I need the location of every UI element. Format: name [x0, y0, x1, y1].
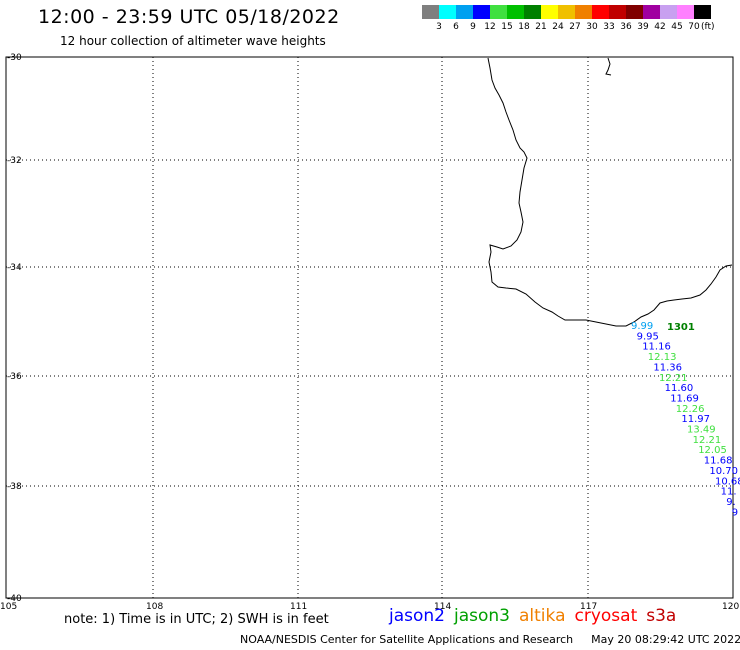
- map-frame: [5, 56, 734, 599]
- color-label: 9: [470, 22, 476, 32]
- color-swatch: [507, 5, 524, 19]
- color-swatch: [456, 5, 473, 19]
- wave-height-map[interactable]: -30 -32 -34 -36 -38 -40 105 108 111 114 …: [0, 0, 740, 610]
- swh-value: 11.36: [653, 362, 682, 373]
- color-swatch: [626, 5, 643, 19]
- color-label: 45: [671, 22, 683, 32]
- lat-label: -36: [7, 372, 22, 382]
- color-swatch: [660, 5, 677, 19]
- satellite-cryosat: cryosat: [574, 606, 638, 626]
- satellite-legend: jason2 jason3 altika cryosat s3a: [389, 606, 685, 626]
- lat-label: -34: [7, 263, 22, 273]
- latitude-labels: -30 -32 -34 -36 -38 -40: [7, 53, 22, 604]
- color-label: 15: [501, 22, 513, 32]
- swh-value: 13.49: [687, 425, 716, 436]
- lon-label: 117: [580, 602, 597, 610]
- island: [605, 57, 612, 76]
- color-swatch: [558, 5, 575, 19]
- lon-label: 105: [0, 602, 17, 610]
- credit-text: NOAA/NESDIS Center for Satellite Applica…: [240, 633, 574, 646]
- lon-label: 108: [146, 602, 163, 610]
- color-label: 12: [484, 22, 496, 32]
- lat-label: -40: [7, 594, 22, 604]
- satellite-jason3: jason3: [454, 606, 510, 626]
- color-label: 39: [637, 22, 649, 32]
- color-swatch: [592, 5, 609, 19]
- color-swatch: [439, 5, 456, 19]
- lon-label: 111: [290, 602, 307, 610]
- color-swatch: [643, 5, 660, 19]
- color-swatch: [694, 5, 711, 19]
- color-label: 36: [620, 22, 632, 32]
- color-label: 24: [552, 22, 564, 32]
- altimeter-track: 9.999.9511.1612.1311.3612.2111.6011.6912…: [631, 321, 740, 518]
- swh-value: 9.99: [631, 321, 653, 332]
- color-label: 6: [453, 22, 459, 32]
- color-swatch: [609, 5, 626, 19]
- swh-value: 10.70: [709, 466, 738, 477]
- chart-title: 12:00 - 23:59 UTC 05/18/2022: [38, 6, 340, 28]
- satellite-altika: altika: [519, 606, 566, 626]
- color-swatch: [490, 5, 507, 19]
- color-unit: (ft): [701, 22, 715, 32]
- color-label: 70: [688, 22, 700, 32]
- swh-value: 10.68: [715, 476, 740, 487]
- color-legend: 3 6 9 12 15 18 21 24 27 30 33 36 39 42 45 70 (ft): [422, 5, 728, 35]
- color-swatch: [422, 5, 439, 19]
- swh-value: 12.13: [648, 352, 677, 363]
- swh-value: 9: [732, 507, 738, 518]
- color-label: 33: [603, 22, 615, 32]
- swh-value: 11.: [721, 487, 737, 498]
- timestamp: May 20 08:29:42 UTC 2022: [591, 633, 740, 646]
- lon-label: 114: [434, 602, 451, 610]
- satellite-s3a: s3a: [646, 606, 677, 626]
- swh-value: 11.97: [681, 414, 710, 425]
- swh-value: 12.05: [698, 445, 727, 456]
- lat-label: -30: [7, 53, 22, 63]
- swh-value: 12.26: [676, 404, 705, 415]
- longitude-labels: 105 108 111 114 117 120: [0, 602, 739, 610]
- station-label: 1301: [667, 322, 695, 333]
- color-label: 42: [654, 22, 666, 32]
- graticule: [6, 57, 733, 598]
- swh-value: 11.16: [642, 342, 671, 353]
- coastline: [487, 57, 733, 327]
- swh-value: 11.69: [670, 393, 699, 404]
- color-swatch: [473, 5, 490, 19]
- color-label: 18: [518, 22, 530, 32]
- swh-value: 12.21: [659, 373, 688, 384]
- swh-value: 9.: [726, 497, 736, 508]
- swh-value: 12.21: [693, 435, 722, 446]
- swh-value: 11.60: [665, 383, 694, 394]
- color-label: 3: [436, 22, 442, 32]
- swh-value: 9.95: [637, 331, 659, 342]
- lat-label: -32: [7, 156, 22, 166]
- color-label: 27: [569, 22, 581, 32]
- color-label: 30: [586, 22, 598, 32]
- chart-subtitle: 12 hour collection of altimeter wave hei…: [60, 34, 326, 48]
- lat-label: -38: [7, 482, 22, 492]
- color-swatch: [541, 5, 558, 19]
- credit-line: NOAA/NESDIS Center for Satellite Applica…: [240, 633, 740, 646]
- satellite-jason2: jason2: [389, 606, 445, 626]
- color-swatch: [524, 5, 541, 19]
- footer-note: note: 1) Time is in UTC; 2) SWH is in fe…: [64, 612, 329, 627]
- color-swatch: [677, 5, 694, 19]
- lon-label: 120: [722, 602, 739, 610]
- swh-value: 11.68: [704, 456, 733, 467]
- color-label: 21: [535, 22, 547, 32]
- color-swatch: [575, 5, 592, 19]
